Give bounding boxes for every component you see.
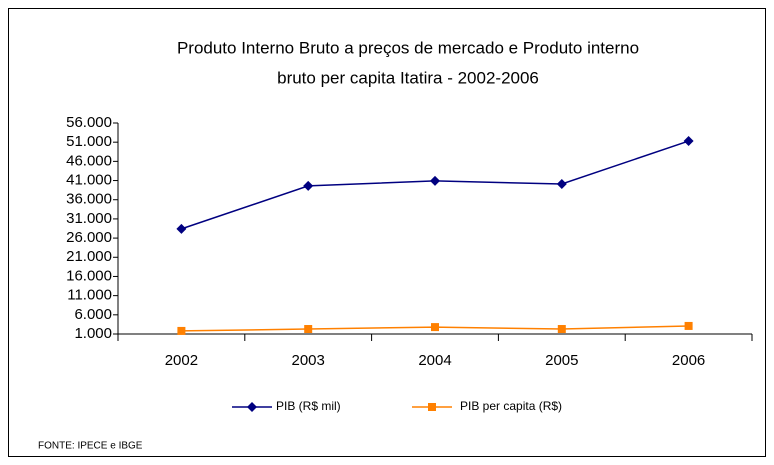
x-tick-label: 2002 [165, 352, 198, 369]
data-point [557, 325, 566, 334]
chart-title: bruto per capita Itatira - 2002-2006 [277, 68, 539, 87]
y-tick-label: 11.000 [67, 287, 112, 304]
y-tick-label: 46.000 [66, 152, 112, 169]
y-tick-label: 41.000 [66, 172, 112, 189]
y-tick-label: 6.000 [74, 306, 112, 323]
y-tick-label: 51.000 [66, 133, 112, 150]
legend-marker [428, 403, 436, 411]
data-point [304, 325, 313, 334]
legend-label: PIB (R$ mil) [276, 399, 341, 413]
data-point [430, 175, 440, 186]
data-point [177, 326, 186, 335]
y-tick-label: 26.000 [66, 229, 112, 246]
y-tick-label: 21.000 [66, 248, 112, 265]
y-tick-label: 1.000 [74, 325, 112, 342]
x-tick-label: 2003 [292, 352, 325, 369]
y-tick-label: 31.000 [66, 210, 112, 227]
x-tick-label: 2006 [672, 352, 705, 369]
x-tick-label: 2004 [418, 352, 451, 369]
data-point [303, 180, 314, 191]
legend-marker [247, 402, 257, 412]
y-tick-label: 56.000 [66, 114, 112, 131]
chart-border [8, 8, 766, 457]
data-point [176, 223, 187, 234]
data-point [556, 178, 567, 189]
source-note: FONTE: IPECE e IBGE [38, 441, 143, 452]
y-tick-label: 36.000 [66, 191, 112, 208]
legend-label: PIB per capita (R$) [460, 399, 562, 413]
data-point [431, 323, 439, 332]
y-tick-label: 16.000 [66, 267, 112, 284]
data-point [684, 321, 693, 330]
data-point [683, 136, 694, 147]
x-tick-label: 2005 [545, 352, 578, 369]
chart-title: Produto Interno Bruto a preços de mercad… [177, 38, 639, 57]
